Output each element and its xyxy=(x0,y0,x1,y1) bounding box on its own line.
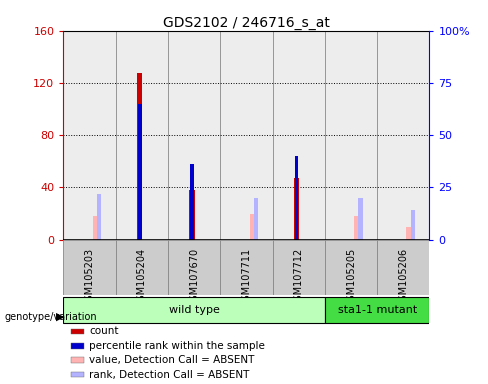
Bar xyxy=(354,216,358,240)
Text: wild type: wild type xyxy=(169,305,220,315)
Bar xyxy=(116,240,168,295)
Bar xyxy=(325,31,377,240)
Bar xyxy=(71,329,83,334)
Bar xyxy=(325,240,377,295)
Bar xyxy=(273,240,325,295)
Bar xyxy=(377,240,429,295)
Bar xyxy=(168,31,220,240)
Bar xyxy=(407,227,410,240)
Bar xyxy=(190,164,194,240)
Bar xyxy=(93,216,97,240)
Bar xyxy=(410,210,415,240)
Text: GSM105203: GSM105203 xyxy=(84,248,95,307)
Bar xyxy=(220,31,273,240)
Text: sta1-1 mutant: sta1-1 mutant xyxy=(338,305,417,315)
Bar xyxy=(377,31,429,240)
Text: GSM107711: GSM107711 xyxy=(242,248,251,307)
Text: GSM107670: GSM107670 xyxy=(189,248,199,307)
Bar xyxy=(220,240,273,295)
Bar xyxy=(325,297,429,323)
Text: percentile rank within the sample: percentile rank within the sample xyxy=(89,341,265,351)
Bar xyxy=(254,198,258,240)
Text: GSM105204: GSM105204 xyxy=(137,248,147,307)
Bar xyxy=(273,31,325,240)
Text: GSM105205: GSM105205 xyxy=(346,248,356,307)
Bar xyxy=(116,31,168,240)
Text: GSM107712: GSM107712 xyxy=(294,248,304,307)
Bar xyxy=(137,73,142,240)
Bar xyxy=(138,104,142,240)
Text: value, Detection Call = ABSENT: value, Detection Call = ABSENT xyxy=(89,355,254,365)
Bar xyxy=(295,156,299,240)
Text: GSM105206: GSM105206 xyxy=(398,248,408,307)
Bar xyxy=(71,343,83,349)
Bar xyxy=(97,194,101,240)
Text: count: count xyxy=(89,326,119,336)
Text: ▶: ▶ xyxy=(56,312,64,322)
Bar xyxy=(71,358,83,363)
Bar xyxy=(63,240,116,295)
Bar xyxy=(294,178,299,240)
Bar xyxy=(63,297,325,323)
Bar xyxy=(71,372,83,377)
Bar xyxy=(63,31,116,240)
Title: GDS2102 / 246716_s_at: GDS2102 / 246716_s_at xyxy=(163,16,330,30)
Bar xyxy=(358,198,363,240)
Bar xyxy=(249,214,254,240)
Bar xyxy=(189,190,195,240)
Text: rank, Detection Call = ABSENT: rank, Detection Call = ABSENT xyxy=(89,370,249,380)
Bar xyxy=(168,240,220,295)
Text: genotype/variation: genotype/variation xyxy=(5,312,98,322)
